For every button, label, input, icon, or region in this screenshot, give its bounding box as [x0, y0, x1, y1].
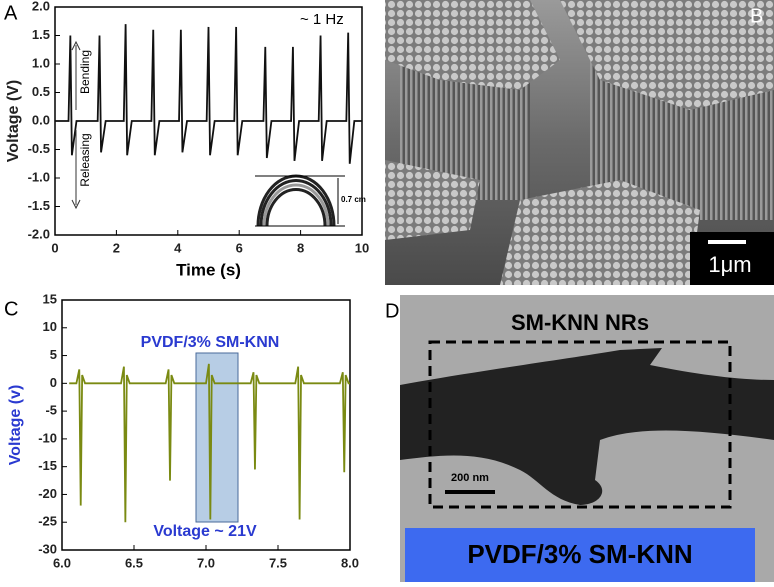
y-tick-label: -2.0 [28, 226, 50, 241]
x-tick-label: 8.0 [341, 555, 359, 570]
y-tick-label: 10 [43, 319, 57, 334]
arrowhead [71, 40, 81, 51]
inset-arc [265, 188, 327, 227]
y-tick-label: 0 [50, 375, 57, 390]
y-tick-label: -1.5 [28, 198, 50, 213]
panel-label: C [4, 298, 18, 320]
x-tick-label: 10 [355, 240, 369, 255]
y-tick-label: 15 [43, 291, 57, 306]
y-tick-label: -30 [38, 541, 57, 556]
x-tick-label: 7.0 [197, 555, 215, 570]
inset-arc [262, 183, 330, 227]
y-tick-label: -10 [38, 430, 57, 445]
y-tick-label: -15 [38, 458, 57, 473]
sem-image [385, 0, 774, 285]
tem-image [400, 295, 774, 582]
y-tick-label: -20 [38, 486, 57, 501]
box-label: SM-KNN NRs [511, 310, 649, 335]
y-tick-label: 0.5 [32, 84, 50, 99]
panel-label: B [750, 5, 763, 27]
y-tick-label: 2.0 [32, 0, 50, 13]
x-axis-label: Time (s) [176, 260, 241, 279]
y-tick-label: -25 [38, 514, 57, 529]
panel-label: A [4, 2, 18, 24]
caption: PVDF/3% SM-KNN [467, 539, 692, 569]
x-tick-label: 6.5 [125, 555, 143, 570]
highlight [195, 352, 239, 523]
x-tick-label: 7.5 [269, 555, 287, 570]
annotation: 0.7 cm [341, 195, 366, 204]
arrowhead [71, 199, 81, 210]
x-tick-label: 4 [174, 240, 182, 255]
data-line [55, 24, 362, 164]
inset-arc [259, 179, 333, 227]
x-tick-label: 6 [236, 240, 243, 255]
y-tick-label: -1.0 [28, 169, 50, 184]
y-axis-label: Voltage (v) [7, 385, 24, 466]
annotation: Voltage ~ 21V [153, 523, 257, 540]
annotation: Releasing [78, 133, 92, 186]
annotation: ~ 1 Hz [300, 11, 344, 28]
scale-bar-label: 200 nm [451, 472, 489, 484]
x-tick-label: 0 [51, 240, 58, 255]
y-tick-label: 0.0 [32, 112, 50, 127]
x-tick-label: 6.0 [53, 555, 71, 570]
y-tick-label: 5 [50, 347, 57, 362]
panel-label: D [385, 300, 399, 322]
x-tick-label: 2 [113, 240, 120, 255]
data-line [69, 363, 350, 523]
annotation: Bending [78, 50, 92, 94]
x-tick-label: 8 [297, 240, 304, 255]
scale-bar-label: 1μm [708, 252, 751, 277]
y-tick-label: -5 [45, 403, 57, 418]
y-tick-label: -0.5 [28, 141, 50, 156]
y-tick-label: 1.0 [32, 55, 50, 70]
y-axis-label: Voltage (V) [5, 80, 22, 162]
annotation: PVDF/3% SM-KNN [141, 334, 280, 351]
y-tick-label: 1.5 [32, 27, 50, 42]
